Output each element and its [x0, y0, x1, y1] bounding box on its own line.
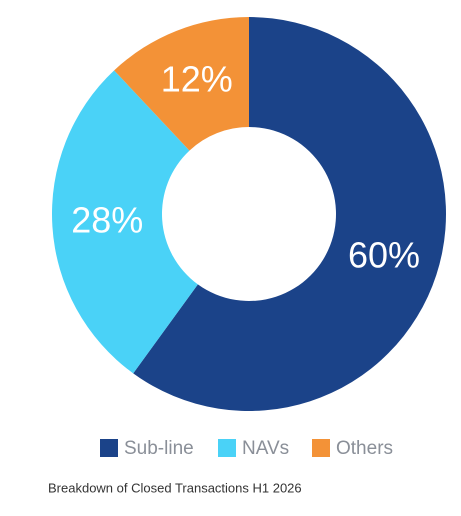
value-label: 12%: [161, 58, 233, 99]
chart-caption: Breakdown of Closed Transactions H1 2026: [48, 480, 302, 495]
value-label: 60%: [348, 234, 420, 275]
donut-slice: [114, 17, 249, 151]
value-label: 28%: [71, 199, 143, 240]
legend-label: Sub-line: [124, 438, 194, 459]
legend-swatch: [218, 439, 236, 457]
legend-label: NAVs: [242, 438, 289, 459]
donut-slice: [52, 70, 198, 374]
legend-label: Others: [336, 438, 393, 459]
donut-slice: [133, 17, 446, 411]
legend-swatch: [312, 439, 330, 457]
legend-swatch: [100, 439, 118, 457]
